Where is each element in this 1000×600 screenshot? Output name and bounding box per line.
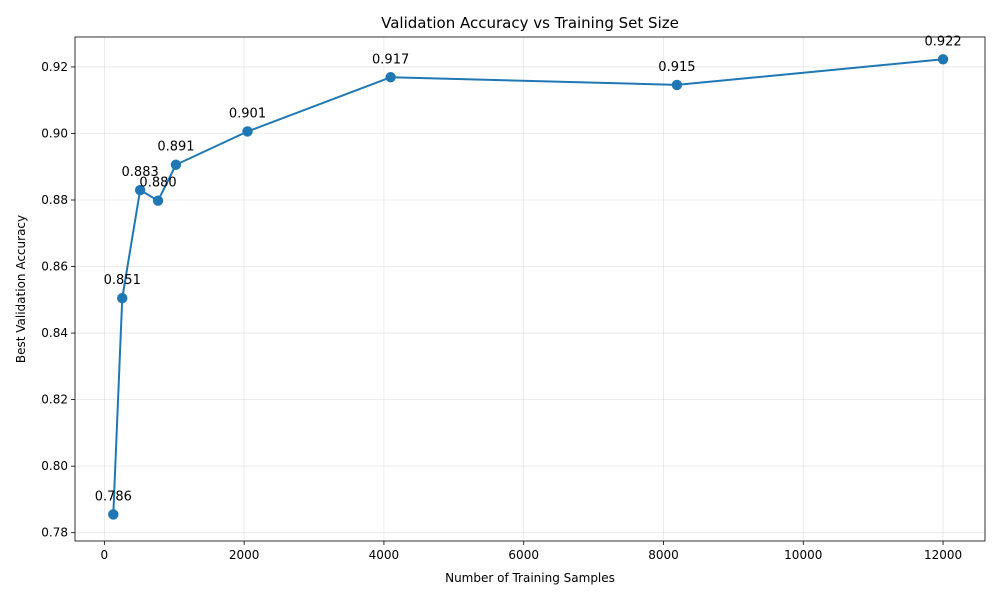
y-tick-label: 0.92 xyxy=(41,60,68,74)
data-point xyxy=(671,79,683,91)
ticks: 0 2000 4000 6000 8000 10000 12000 0.78 0.80 0.82 0… xyxy=(41,60,962,562)
x-tick-label: 0 xyxy=(101,548,109,562)
y-tick-label: 0.80 xyxy=(41,459,68,473)
y-tick-label: 0.84 xyxy=(41,326,68,340)
x-tick-label: 10000 xyxy=(784,548,822,562)
data-point xyxy=(117,292,128,304)
y-tick-label: 0.90 xyxy=(41,126,68,140)
x-axis-label: Number of Training Samples xyxy=(445,571,615,585)
data-point xyxy=(937,54,949,65)
data-point-label: 0.891 xyxy=(157,140,194,155)
plot-frame xyxy=(74,36,986,542)
y-tick-label: 0.82 xyxy=(41,393,68,407)
y-tick-label: 0.86 xyxy=(41,260,68,274)
x-tick-label: 8000 xyxy=(648,548,679,562)
data-point-label: 0.883 xyxy=(122,165,159,180)
y-tick-label: 0.88 xyxy=(41,193,68,207)
data-point xyxy=(170,159,182,170)
x-tick-label: 6000 xyxy=(508,548,539,562)
data-point xyxy=(152,195,164,206)
data-point-label: 0.917 xyxy=(372,52,409,67)
series-line xyxy=(112,58,945,516)
y-axis-label: Best Validation Accuracy xyxy=(14,215,28,363)
data-point-label: 0.880 xyxy=(139,176,176,191)
data-point-label: 0.851 xyxy=(104,273,141,288)
data-point-label: 0.922 xyxy=(924,34,961,49)
data-point-label: 0.786 xyxy=(95,489,132,504)
axes xyxy=(74,36,986,542)
x-tick-label: 2000 xyxy=(229,548,260,562)
data-point xyxy=(385,72,396,83)
chart-title: Validation Accuracy vs Training Set Size xyxy=(381,14,679,32)
y-tick-label: 0.78 xyxy=(41,526,68,540)
data-point xyxy=(134,184,146,196)
x-tick-label: 12000 xyxy=(924,548,962,562)
series-layer xyxy=(108,54,949,520)
data-point-label: 0.901 xyxy=(229,106,266,121)
x-tick-label: 4000 xyxy=(369,548,400,562)
data-point xyxy=(242,126,253,137)
data-point xyxy=(108,509,119,520)
data-point-label: 0.915 xyxy=(658,60,695,75)
grid xyxy=(75,37,985,541)
